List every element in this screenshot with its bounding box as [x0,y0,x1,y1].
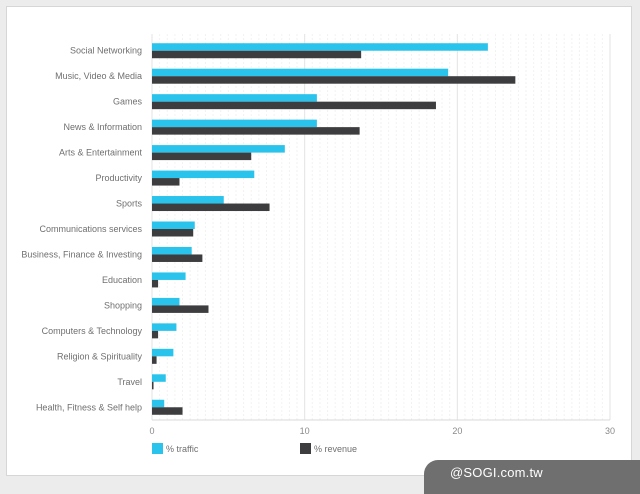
category-label: News & Information [63,122,142,132]
revenue-bar [152,254,203,262]
category-label: Social Networking [70,46,142,56]
revenue-bar [152,152,252,161]
revenue-bar [152,381,154,390]
x-tick-label: 0 [149,426,154,436]
traffic-bar [152,43,488,51]
traffic-bar [152,170,255,179]
category-label: Productivity [95,173,142,183]
category-label: Arts & Entertainment [59,148,143,158]
traffic-bar [152,68,449,77]
traffic-bar [152,297,180,306]
chart-card [6,6,632,476]
watermark: @SOGI.com.tw [424,460,640,494]
traffic-bar [152,196,224,204]
category-label: Games [113,97,143,107]
category-label: Music, Video & Media [55,71,142,81]
x-tick-label: 30 [605,426,615,436]
revenue-bar [152,101,436,110]
traffic-bar [152,221,195,229]
category-label: Sports [116,199,143,209]
category-label: Education [102,275,142,285]
category-label: Travel [117,377,142,387]
revenue-bar [152,178,180,186]
legend-traffic-swatch [152,443,163,454]
revenue-bar [152,127,360,135]
legend-revenue-swatch [300,443,311,454]
revenue-bar [152,50,362,59]
category-label: Computers & Technology [42,326,143,336]
revenue-bar [152,330,159,339]
traffic-bar [152,145,285,153]
category-label: Shopping [104,300,142,310]
x-tick-label: 10 [300,426,310,436]
traffic-bar [152,374,166,382]
revenue-bar [152,356,157,364]
revenue-bar [152,76,516,84]
traffic-bar [152,272,186,280]
category-label: Health, Fitness & Self help [36,402,142,412]
revenue-bar [152,305,209,313]
legend-traffic-label: % traffic [166,444,199,454]
legend-revenue-label: % revenue [314,444,357,454]
revenue-bar [152,407,183,415]
category-label: Business, Finance & Investing [21,249,142,259]
traffic-bar [152,323,177,331]
traffic-bar [152,399,165,408]
category-label: Religion & Spirituality [57,351,143,361]
traffic-bar [152,246,192,255]
revenue-bar [152,279,159,288]
traffic-bar [152,348,174,357]
revenue-bar [152,229,194,237]
traffic-bar [152,119,317,128]
x-tick-label: 20 [452,426,462,436]
category-label: Communications services [39,224,142,234]
revenue-bar [152,203,270,212]
traffic-bar [152,94,317,102]
